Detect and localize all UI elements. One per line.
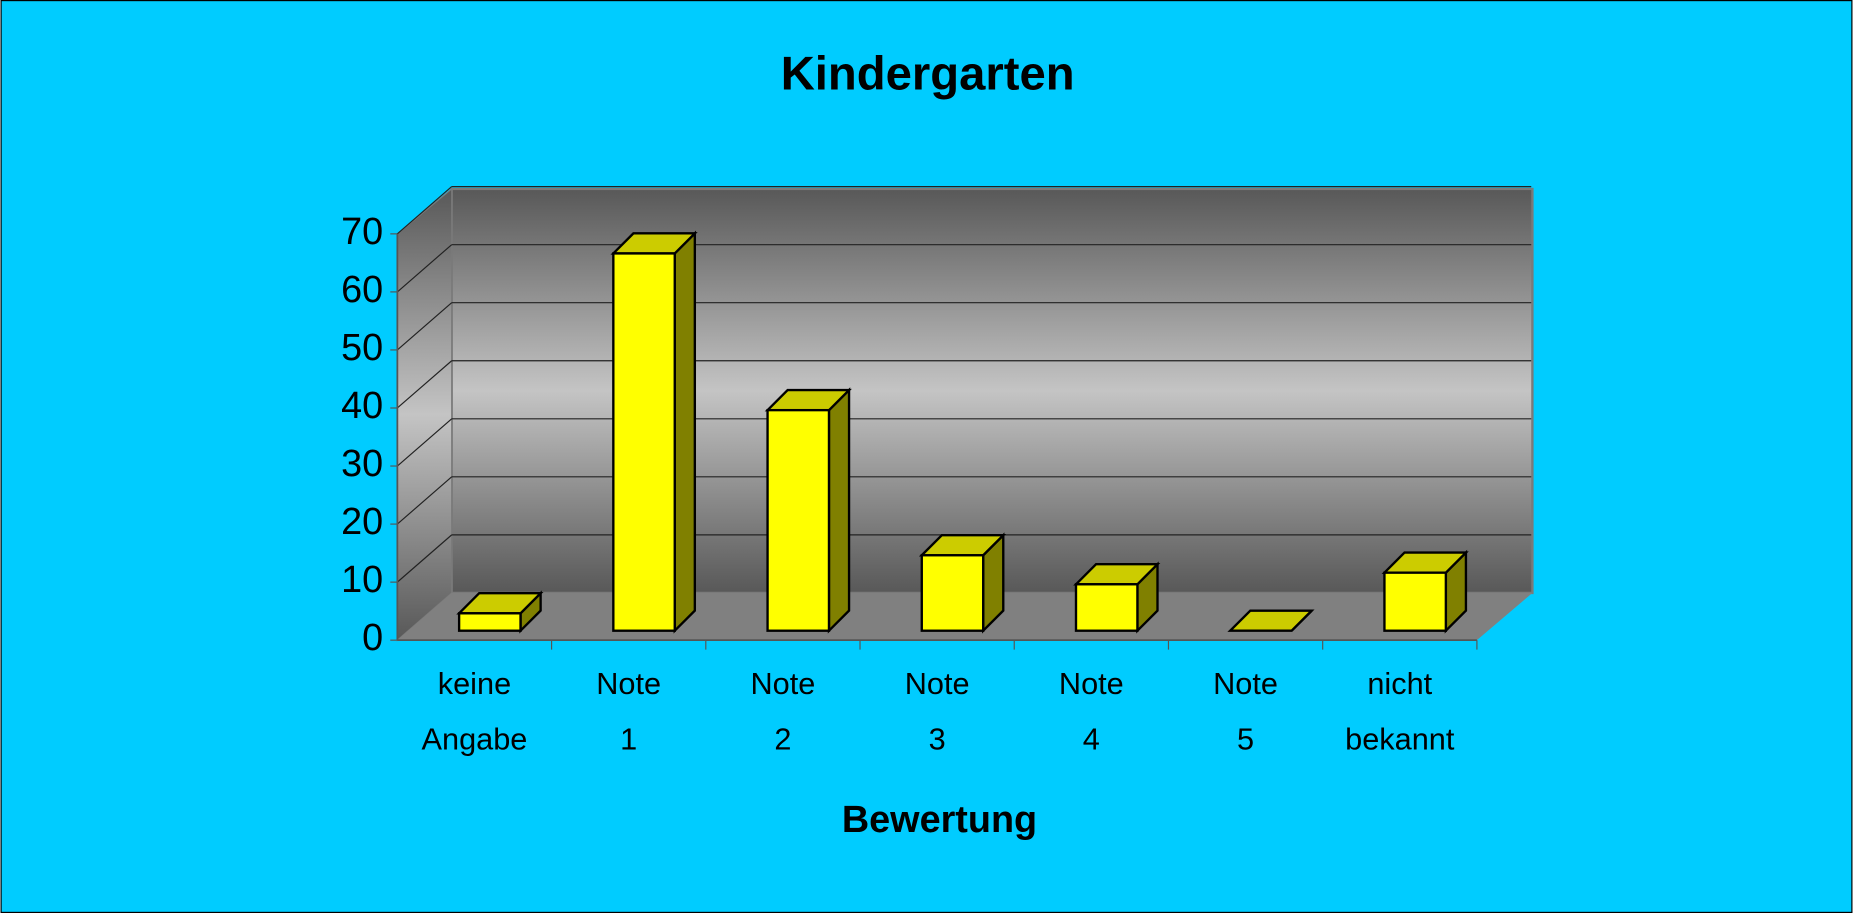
- x-tick-label: Note 1: [596, 666, 661, 757]
- y-tick-label: 50: [341, 327, 383, 369]
- chart-title: Kindergarten: [781, 47, 1075, 100]
- x-axis-title: Bewertung: [842, 799, 1037, 841]
- grid-line: [396, 244, 453, 293]
- bar: [612, 252, 676, 632]
- bar-side: [827, 387, 851, 634]
- x-tick-label: Note 3: [905, 666, 970, 757]
- bar: [1074, 583, 1139, 632]
- grid-line: [396, 476, 453, 525]
- y-tick-label: 10: [341, 559, 383, 601]
- grid-line: [396, 302, 453, 351]
- bar-side: [673, 230, 697, 634]
- x-tick-label: keine Angabe: [422, 666, 528, 757]
- grid-line: [396, 534, 453, 583]
- grid-line: [396, 360, 453, 409]
- side-wall: [396, 187, 453, 642]
- x-tick-label: Note 5: [1213, 666, 1278, 757]
- grid-line: [396, 186, 453, 235]
- x-tick-label: nicht bekannt: [1345, 666, 1455, 757]
- y-tick-label: 20: [341, 501, 383, 543]
- y-tick-label: 60: [341, 269, 383, 311]
- grid-line: [396, 418, 453, 467]
- bar: [457, 612, 522, 632]
- y-tick-label: 40: [341, 385, 383, 427]
- x-tick-label: Note 2: [750, 666, 815, 757]
- y-tick-label: 30: [341, 443, 383, 485]
- bar-top: [1227, 609, 1315, 632]
- bar: [1383, 571, 1448, 632]
- bar: [766, 408, 831, 632]
- y-tick-label: 0: [362, 617, 383, 659]
- y-tick-label: 70: [341, 211, 383, 253]
- bar: [920, 554, 985, 632]
- x-tick-label: Note 4: [1059, 666, 1124, 757]
